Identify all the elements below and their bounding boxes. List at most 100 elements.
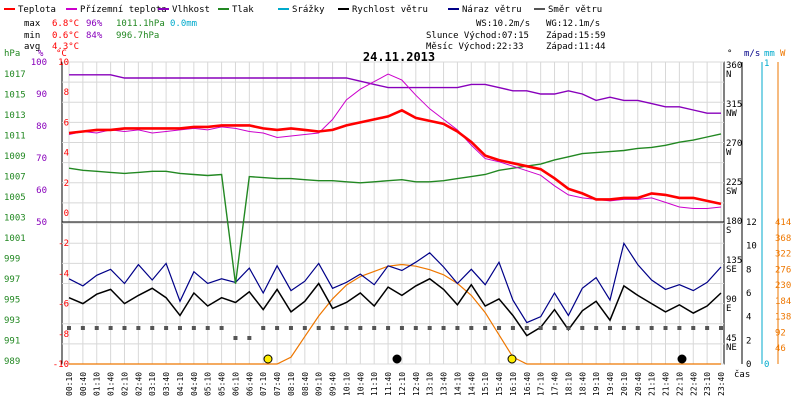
- axis-temp-tick: -6: [58, 300, 69, 310]
- axis-ms-tick: 6: [746, 289, 751, 299]
- axis-ms-tick: 12: [746, 218, 757, 228]
- wind-direction-point: [552, 326, 557, 330]
- legend-label: Teplota: [18, 5, 56, 15]
- axis-hpa-tick: 1011: [4, 132, 26, 142]
- axis-hpa-tick: 1005: [4, 193, 26, 203]
- wind-direction-point: [344, 326, 349, 330]
- axis-ms-tick: 8: [746, 265, 751, 275]
- axis-hpa-tick: 1009: [4, 152, 26, 162]
- wind-direction-point: [108, 326, 113, 330]
- wind-direction-point: [483, 326, 488, 330]
- axis-dir-name: SW: [726, 187, 737, 197]
- axis-dir-tick: 180: [726, 217, 742, 227]
- axis-time-tick: 02:10: [120, 372, 129, 396]
- axis-wm2-tick: 414: [775, 218, 791, 228]
- axis-pct-tick: 50: [36, 218, 47, 228]
- stats-max-press: 1011.1hPa: [116, 19, 165, 29]
- wind-direction-point: [524, 326, 529, 330]
- axis-time-tick: 02:40: [134, 372, 143, 396]
- wind-direction-point: [288, 326, 293, 330]
- axis-hpa-tick: 1007: [4, 173, 26, 183]
- wind-direction-point: [455, 326, 460, 330]
- wind-direction-point: [413, 326, 418, 330]
- sunset-marker: [507, 354, 517, 364]
- info-sunrise: Slunce Východ:07:15: [426, 31, 529, 41]
- axis-pct-tick: 100: [31, 58, 47, 68]
- axis-wm2-tick: 368: [775, 234, 791, 244]
- wind-direction-point: [538, 326, 543, 330]
- wind-direction-point: [649, 326, 654, 330]
- axis-hpa-tick: 993: [4, 316, 20, 326]
- axis-mm-tick: 1: [764, 59, 769, 69]
- axis-hpa-tick: 1017: [4, 70, 26, 80]
- wind-direction-point: [233, 336, 238, 340]
- axis-pct-tick: 70: [36, 154, 47, 164]
- axis-mm-label: mm: [764, 49, 775, 59]
- axis-time-tick: 22:40: [689, 372, 698, 396]
- axis-ms-tick: 4: [746, 313, 751, 323]
- axis-temp-tick: 10: [58, 58, 69, 68]
- axis-dir-tick: 360: [726, 61, 742, 71]
- stats-avg-temp: 4.3°C: [52, 42, 79, 52]
- axis-temp-tick: -2: [58, 239, 69, 249]
- stats-avg-label: avg: [24, 42, 40, 52]
- legend-label: Tlak: [232, 5, 254, 15]
- axis-dir-tick: 45: [726, 334, 737, 344]
- wind-direction-point: [261, 326, 266, 330]
- axis-time-tick: 23:40: [717, 372, 726, 396]
- axis-time-tick: 22:10: [675, 372, 684, 396]
- axis-dir-tick: 225: [726, 178, 742, 188]
- wind-direction-point: [427, 326, 432, 330]
- axis-pct-tick: 60: [36, 186, 47, 196]
- sunrise-marker: [263, 354, 273, 364]
- axis-time-tick: 15:10: [481, 372, 490, 396]
- axis-ms-tick: 2: [746, 336, 751, 346]
- axis-time-tick: 03:10: [148, 372, 157, 396]
- axis-pct-label: %: [38, 49, 44, 59]
- wind-direction-point: [566, 326, 571, 330]
- wind-direction-point: [94, 326, 99, 330]
- axis-time-tick: 03:40: [162, 372, 171, 396]
- axis-hpa-tick: 995: [4, 296, 20, 306]
- axis-temp-tick: 0: [64, 209, 69, 219]
- axis-time-tick: 01:10: [93, 372, 102, 396]
- axis-wm2-tick: 184: [775, 297, 791, 307]
- axis-time-tick: 10:40: [356, 372, 365, 396]
- axis-time-tick: 08:10: [287, 372, 296, 396]
- stats-max-label: max: [24, 19, 41, 29]
- series-teplota: [68, 108, 722, 206]
- axis-time-tick: 23:10: [703, 372, 712, 396]
- plot-frame: [61, 61, 725, 365]
- axis-pct-tick: 90: [36, 90, 47, 100]
- axis-time-tick: 11:40: [384, 372, 393, 396]
- axis-time-tick: 11:10: [370, 372, 379, 396]
- axis-time-tick: 06:40: [245, 372, 254, 396]
- axis-hpa-tick: 1003: [4, 214, 26, 224]
- axis-time-tick: 00:40: [79, 372, 88, 396]
- axes: hPa1017101510131011100910071005100310019…: [4, 49, 791, 396]
- wind-direction-point: [80, 326, 85, 330]
- wind-direction-point: [608, 326, 613, 330]
- axis-wm2-label: W: [780, 49, 786, 59]
- axis-temp-label: °C: [56, 49, 67, 59]
- wind-direction-point: [302, 326, 307, 330]
- wind-direction-point: [330, 326, 335, 330]
- wind-direction-point: [677, 326, 682, 330]
- axis-hpa-tick: 999: [4, 255, 20, 265]
- axis-time-tick: 19:40: [606, 372, 615, 396]
- axis-temp-tick: -4: [58, 269, 69, 279]
- axis-ms-label: m/s: [744, 49, 760, 59]
- axis-wm2-tick: 230: [775, 281, 791, 291]
- axis-dir-name: W: [726, 148, 732, 158]
- chart-title: 24.11.2013: [363, 50, 435, 64]
- axis-dir-name: SE: [726, 265, 737, 275]
- axis-dir-name: S: [726, 226, 731, 236]
- axis-mm-tick: 0: [764, 360, 769, 370]
- axis-dir-name: E: [726, 304, 731, 314]
- wind-direction-point: [705, 326, 710, 330]
- axis-time-tick: 18:10: [564, 372, 573, 396]
- wind-direction-point: [67, 326, 71, 330]
- axis-dir-tick: 135: [726, 256, 742, 266]
- moonrise-marker: [677, 354, 687, 364]
- wind-direction-point: [386, 326, 391, 330]
